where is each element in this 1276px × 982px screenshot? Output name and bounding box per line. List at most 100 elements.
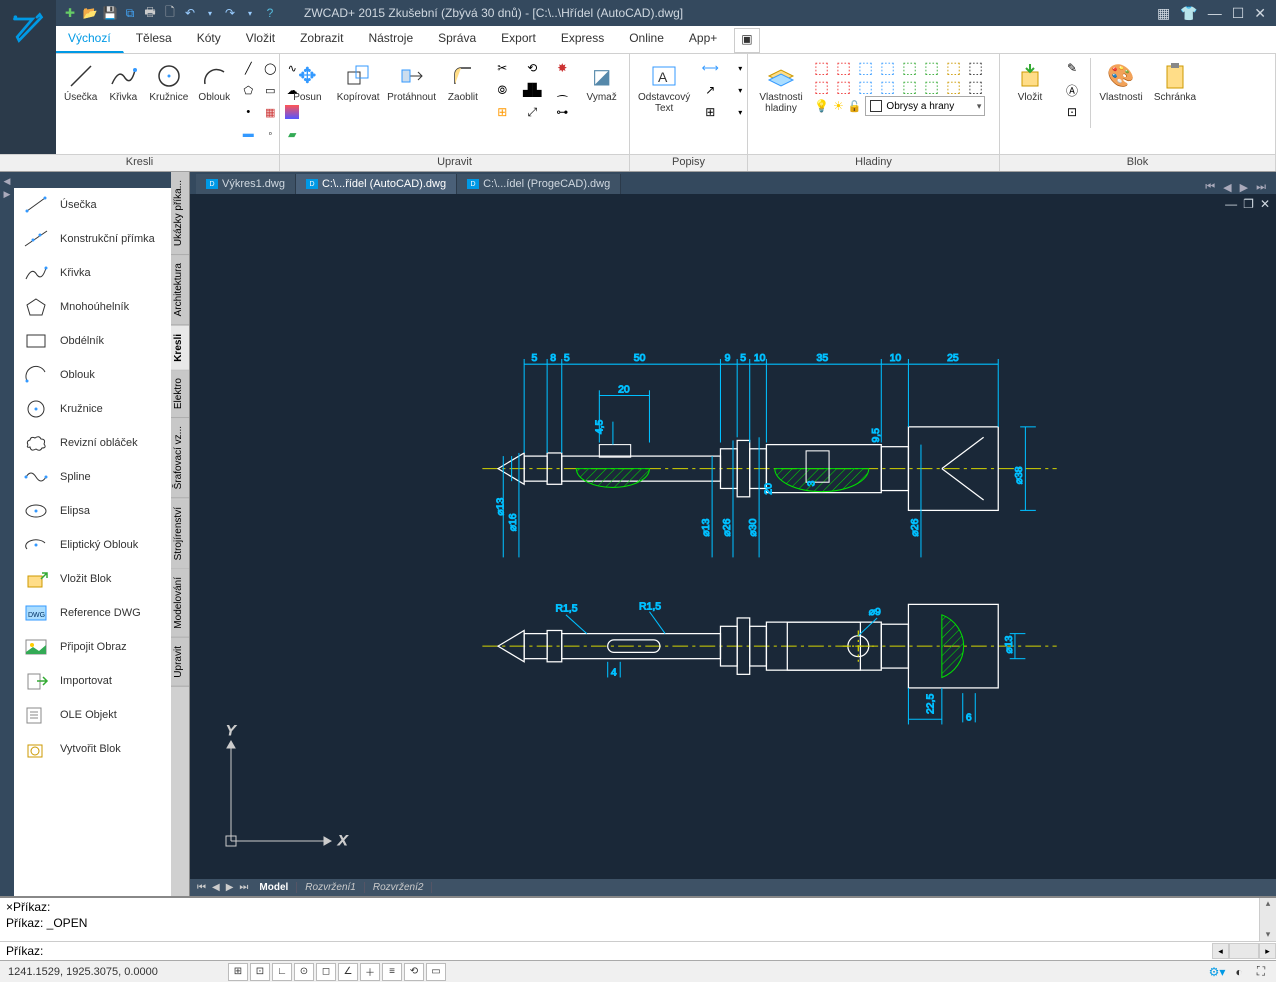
vtab-strojirenstvi[interactable]: Strojírenství — [171, 499, 189, 569]
copy-button[interactable]: Kopírovat — [335, 58, 382, 105]
pal-elipsa[interactable]: Elipsa — [14, 494, 171, 528]
otrack-button[interactable]: ∠ — [338, 963, 358, 981]
tab-telesa[interactable]: Tělesa — [124, 26, 185, 53]
block-attr-icon[interactable]: Ⓐ — [1060, 80, 1084, 100]
donut-icon[interactable]: ◦ — [260, 124, 280, 144]
tab-zobrazit[interactable]: Zobrazit — [288, 26, 356, 53]
vtab-kresli[interactable]: Kresli — [171, 326, 189, 371]
layer-btn-4[interactable]: ⬚ — [880, 58, 900, 76]
pal-eliptoblouk[interactable]: Eliptický Oblouk — [14, 528, 171, 562]
doc-minimize-button[interactable]: — — [1225, 197, 1237, 211]
doc-restore-button[interactable]: ❐ — [1243, 197, 1254, 211]
pal-vlozitblok[interactable]: Vložit Blok — [14, 562, 171, 596]
block-def-icon[interactable]: ⊡ — [1060, 102, 1084, 122]
tab-vlozit[interactable]: Vložit — [234, 26, 288, 53]
pal-usecka[interactable]: Úsečka — [14, 188, 171, 222]
polar-button[interactable]: ⊙ — [294, 963, 314, 981]
config-icon[interactable]: ⚙▾ — [1208, 963, 1226, 981]
lwt-button[interactable]: ＋ — [360, 963, 380, 981]
tab-koty[interactable]: Kóty — [185, 26, 234, 53]
new-icon[interactable]: ✚ — [62, 5, 78, 21]
layer-btn-15[interactable]: ⬚ — [946, 77, 966, 95]
tab-model[interactable]: Model — [251, 882, 297, 893]
layer-btn-1[interactable]: ⬚ — [814, 58, 834, 76]
layer-bulb-icon[interactable]: 💡 — [814, 99, 829, 113]
grid-button[interactable]: ⊡ — [250, 963, 270, 981]
coordinates[interactable]: 1241.1529, 1925.3075, 0.0000 — [0, 966, 228, 978]
properties-button[interactable]: 🎨Vlastnosti — [1097, 58, 1145, 105]
pal-refdwg[interactable]: DWGReference DWG — [14, 596, 171, 630]
layer-btn-9[interactable]: ⬚ — [814, 77, 834, 95]
tab-vychozi[interactable]: Výchozí — [56, 26, 124, 53]
pal-revizni[interactable]: Revizní obláček — [14, 426, 171, 460]
ortho-button[interactable]: ∟ — [272, 963, 292, 981]
app-logo[interactable] — [0, 0, 56, 56]
palette-header[interactable] — [14, 172, 171, 188]
ribbon-minimize-button[interactable]: ▣ — [734, 28, 759, 53]
pal-mnohouhelnik[interactable]: Mnohoúhelník — [14, 290, 171, 324]
appearance-icon[interactable]: 👕 — [1180, 5, 1197, 22]
mt-last-icon[interactable]: ⏭ — [236, 882, 251, 893]
redo-icon[interactable]: ↷ — [222, 5, 238, 21]
mt-prev-icon[interactable]: ◀ — [209, 882, 223, 893]
vtab-upravit[interactable]: Upravit — [171, 638, 189, 687]
layer-sun-icon[interactable]: ☀ — [833, 99, 844, 113]
saveall-icon[interactable]: ⧉ — [122, 5, 138, 21]
redo-dd-icon[interactable]: ▾ — [242, 5, 258, 21]
hatch-icon[interactable]: ▦ — [260, 102, 280, 122]
leader-icon[interactable]: ↗ — [698, 80, 722, 100]
layer-btn-7[interactable]: ⬚ — [946, 58, 966, 76]
close-button[interactable]: ✕ — [1254, 5, 1266, 22]
rotate-icon[interactable]: ⟲ — [520, 58, 544, 78]
xline-icon[interactable]: ╱ — [238, 58, 258, 78]
break-icon[interactable]: ⁔ — [550, 80, 574, 100]
scale-icon[interactable]: ⤢ — [520, 102, 544, 122]
dyn-button[interactable]: ≡ — [382, 963, 402, 981]
tabnav-prev-icon[interactable]: ◀ — [1219, 181, 1235, 194]
pal-kruznice[interactable]: Kružnice — [14, 392, 171, 426]
block-edit-icon[interactable]: ✎ — [1060, 58, 1084, 78]
minimize-button[interactable]: — — [1208, 5, 1222, 22]
plot-icon[interactable]: 🖶 — [142, 5, 158, 21]
layer-btn-6[interactable]: ⬚ — [924, 58, 944, 76]
tabnav-first-icon[interactable]: ⏮ — [1201, 181, 1219, 194]
doctab-2[interactable]: DC:\...ídel (ProgeCAD).dwg — [457, 174, 621, 194]
cmdlog-scrollbar[interactable]: ▴▾ — [1259, 898, 1276, 941]
tab-nastroje[interactable]: Nástroje — [356, 26, 426, 53]
tab-express[interactable]: Express — [549, 26, 617, 53]
tab-export[interactable]: Export — [489, 26, 549, 53]
fullscreen-icon[interactable]: ⛶ — [1252, 963, 1270, 981]
pal-obdelnik[interactable]: Obdélník — [14, 324, 171, 358]
ellipse-icon[interactable]: ◯ — [260, 58, 280, 78]
pal-konstrukcni[interactable]: Konstrukční přímka — [14, 222, 171, 256]
pal-ole[interactable]: OLE Objekt — [14, 698, 171, 732]
fillet-button[interactable]: Zaoblit — [442, 58, 485, 105]
layer-btn-2[interactable]: ⬚ — [836, 58, 856, 76]
help-icon[interactable]: ? — [262, 5, 278, 21]
cmd-scroll-right-icon[interactable]: ▸ — [1259, 943, 1276, 959]
pal-spline[interactable]: Spline — [14, 460, 171, 494]
doctab-0[interactable]: DVýkres1.dwg — [196, 174, 296, 194]
tabnav-last-icon[interactable]: ⏭ — [1252, 181, 1270, 194]
cycle-button[interactable]: ⟲ — [404, 963, 424, 981]
layer-lock-icon[interactable]: 🔓 — [848, 100, 862, 113]
workspace-icon[interactable]: ▦ — [1157, 5, 1170, 22]
layer-btn-10[interactable]: ⬚ — [836, 77, 856, 95]
clipboard-button[interactable]: Schránka — [1151, 58, 1199, 105]
vtab-elektro[interactable]: Elektro — [171, 370, 189, 418]
undo-icon[interactable]: ↶ — [182, 5, 198, 21]
layer-btn-5[interactable]: ⬚ — [902, 58, 922, 76]
array-icon[interactable]: ⊞ — [490, 102, 514, 122]
pal-oblouk[interactable]: Oblouk — [14, 358, 171, 392]
trim-icon[interactable]: ✂ — [490, 58, 514, 78]
undo-dd-icon[interactable]: ▾ — [202, 5, 218, 21]
line-button[interactable]: Úsečka — [62, 58, 99, 105]
pal-importovat[interactable]: Importovat — [14, 664, 171, 698]
doc-close-button[interactable]: ✕ — [1260, 197, 1270, 211]
model-button[interactable]: ▭ — [426, 963, 446, 981]
open-icon[interactable]: 📂 — [82, 5, 98, 21]
snap-button[interactable]: ⊞ — [228, 963, 248, 981]
command-input[interactable]: Příkaz: ◂▸ — [0, 941, 1276, 960]
join-icon[interactable]: ⊶ — [550, 102, 574, 122]
tab-rozvrzeni2[interactable]: Rozvržení2 — [365, 882, 433, 893]
